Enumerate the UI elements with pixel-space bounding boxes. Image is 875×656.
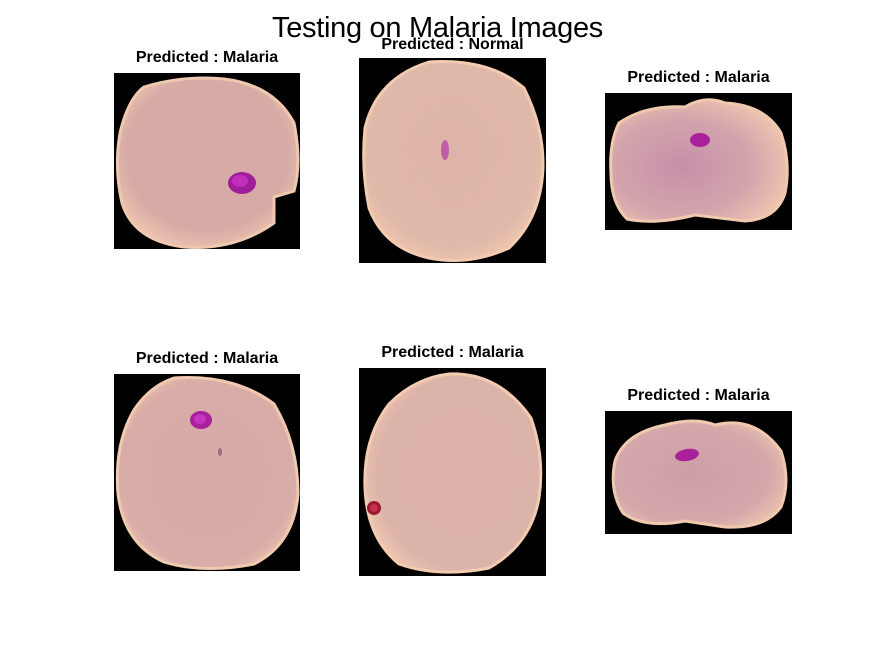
panel-5: Predicted : Malaria: [359, 344, 546, 576]
panel-4: Predicted : Malaria: [114, 350, 300, 571]
panel-1-image: [114, 73, 300, 249]
panel-3: Predicted : Malaria: [605, 69, 792, 230]
panel-6-image: [605, 411, 792, 534]
panel-5-title: Predicted : Malaria: [381, 344, 524, 361]
panel-3-title: Predicted : Malaria: [627, 69, 770, 86]
panel-3-image: [605, 93, 792, 230]
panel-1: Predicted : Malaria: [114, 49, 300, 249]
panel-2-image: [359, 58, 546, 263]
panel-2-title: Predicted : Normal: [381, 36, 524, 53]
panel-4-title: Predicted : Malaria: [135, 350, 279, 367]
panel-5-image: [359, 368, 546, 576]
panel-1-title: Predicted : Malaria: [135, 49, 279, 66]
figure-title: Testing on Malaria Images: [272, 12, 603, 44]
panel-6: Predicted : Malaria: [605, 387, 792, 534]
panel-4-image: [114, 374, 300, 571]
panel-6-title: Predicted : Malaria: [627, 387, 770, 404]
panel-2: Predicted : Normal: [359, 36, 546, 263]
